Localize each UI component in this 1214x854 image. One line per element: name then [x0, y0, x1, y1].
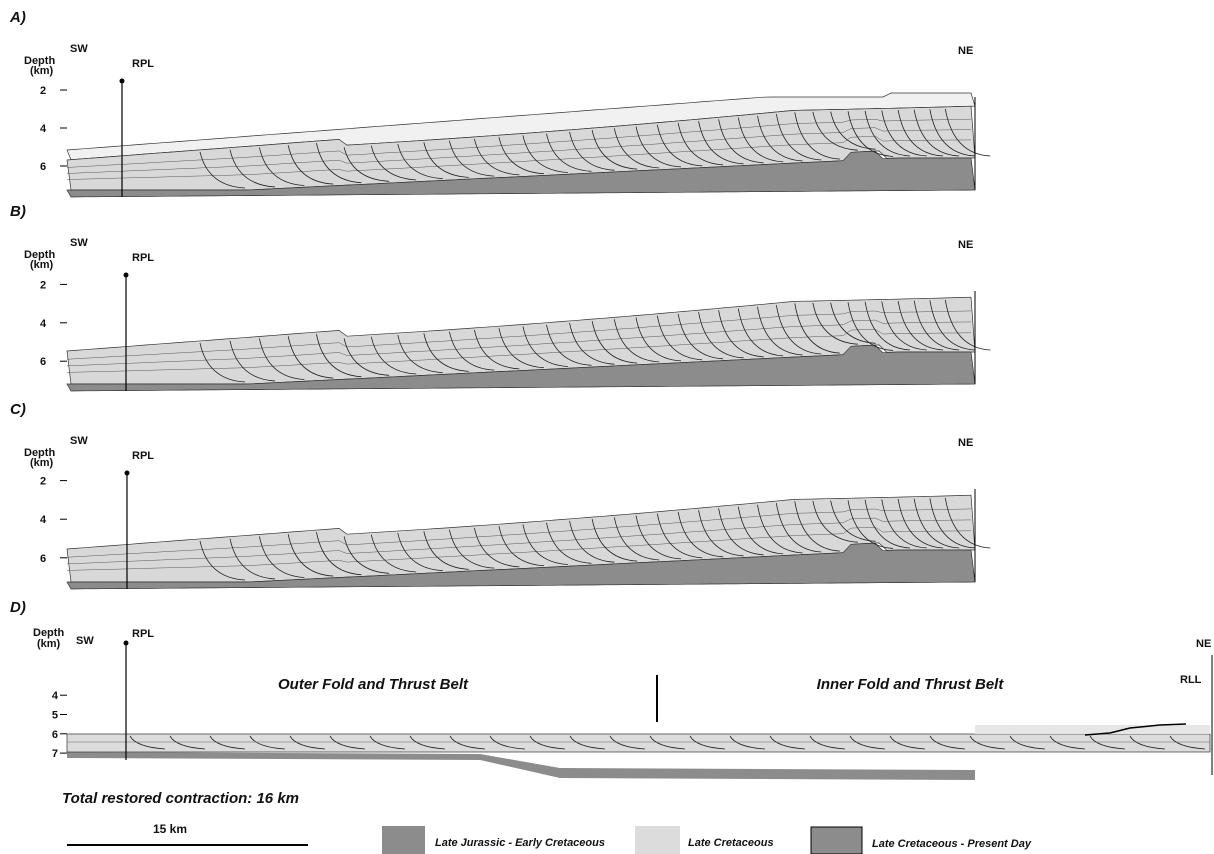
well-label: RPL: [132, 450, 154, 462]
depth-tick-label: 4: [40, 514, 47, 526]
depth-tick-label: 2: [40, 279, 46, 291]
well-label: RPL: [132, 628, 154, 640]
legend-swatch: [811, 827, 862, 854]
ne-label: NE: [1196, 638, 1211, 650]
depth-tick-label: 6: [40, 161, 46, 173]
outer-belt-label: Outer Fold and Thrust Belt: [278, 676, 469, 693]
scale-label: 15 km: [153, 822, 187, 836]
depth-unit: (km): [30, 65, 54, 77]
middle-layer: [67, 734, 1210, 752]
depth-unit: (km): [30, 259, 54, 271]
well-label: RPL: [132, 58, 154, 70]
depth-tick-label: 4: [52, 690, 59, 702]
sw-label: SW: [70, 237, 88, 249]
panel-label: C): [10, 401, 26, 418]
ne-label: NE: [958, 239, 973, 251]
depth-tick-label: 2: [40, 85, 46, 97]
right-well-label: RLL: [1180, 674, 1202, 686]
depth-tick-label: 6: [40, 553, 46, 565]
legend-label: Late Cretaceous - Present Day: [872, 838, 1032, 850]
figure: Total restored contraction: 16 km 15 km …: [0, 0, 1214, 854]
contraction-note: Total restored contraction: 16 km: [62, 790, 299, 807]
legend-swatch: [635, 826, 680, 854]
sw-label: SW: [76, 635, 94, 647]
panel-label: D): [10, 599, 26, 616]
depth-tick-label: 6: [40, 356, 46, 368]
panel-label: A): [9, 9, 26, 26]
depth-tick-label: 7: [52, 748, 58, 760]
legend-label: Late Cretaceous: [688, 837, 774, 849]
sw-label: SW: [70, 43, 88, 55]
ne-label: NE: [958, 45, 973, 57]
well-head: [124, 273, 129, 278]
legend-label: Late Jurassic - Early Cretaceous: [435, 837, 605, 849]
depth-tick-label: 4: [40, 318, 47, 330]
depth-tick-label: 2: [40, 476, 46, 488]
well-head: [120, 79, 125, 84]
depth-unit: (km): [37, 638, 61, 650]
sw-label: SW: [70, 435, 88, 447]
panel-label: B): [10, 203, 26, 220]
basement-layer: [67, 752, 975, 780]
legend-swatch: [382, 826, 425, 854]
restored-layer: [975, 725, 1210, 734]
well-label: RPL: [132, 252, 154, 264]
inner-belt-label: Inner Fold and Thrust Belt: [817, 676, 1005, 693]
depth-tick-label: 4: [40, 123, 47, 135]
well-head: [124, 641, 129, 646]
depth-unit: (km): [30, 457, 54, 469]
ne-label: NE: [958, 437, 973, 449]
depth-tick-label: 6: [52, 729, 58, 741]
well-head: [125, 471, 130, 476]
depth-tick-label: 5: [52, 710, 58, 722]
